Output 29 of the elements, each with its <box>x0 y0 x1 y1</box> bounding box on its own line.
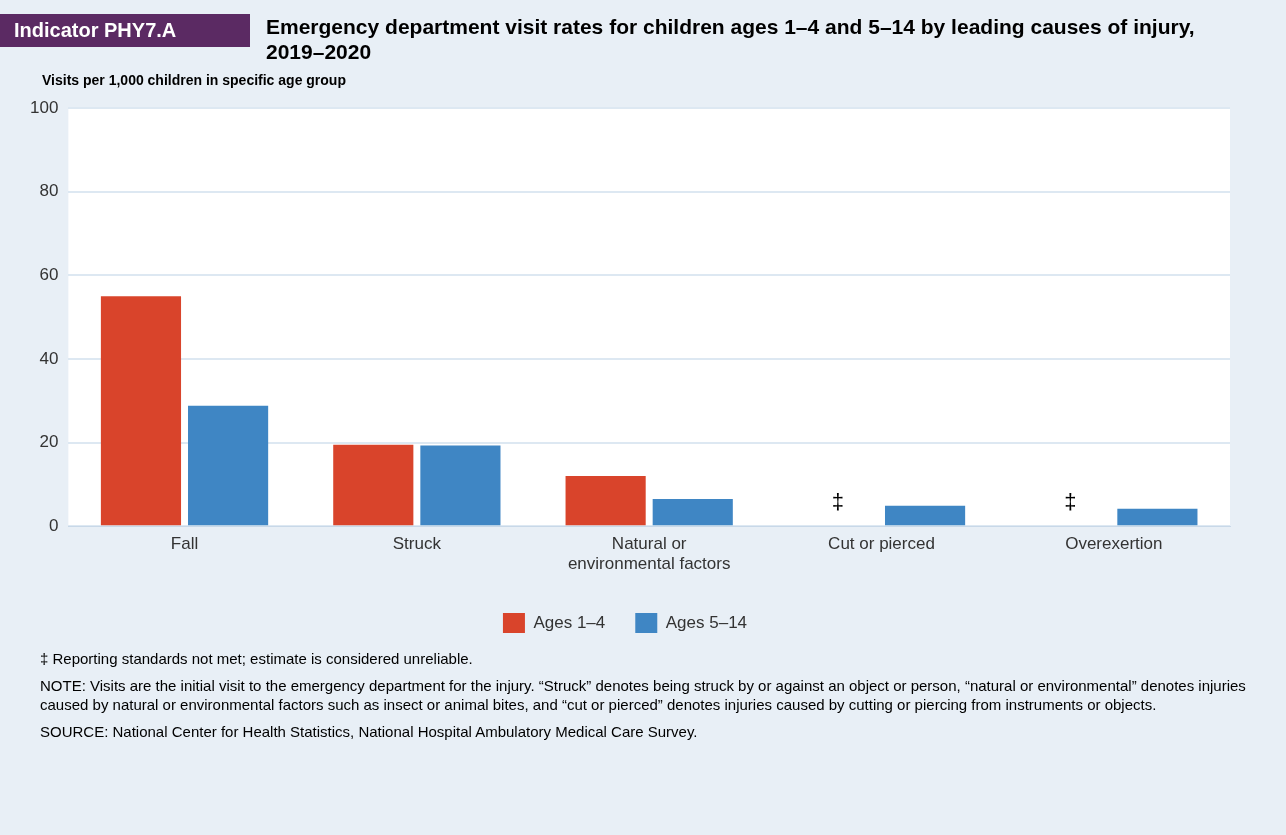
bar <box>420 445 501 526</box>
y-tick-label: 100 <box>29 97 59 117</box>
bar <box>652 499 733 526</box>
y-tick-label: 20 <box>39 432 59 452</box>
legend-label: Ages 1–4 <box>533 612 606 632</box>
bar <box>884 505 966 526</box>
bar <box>333 444 414 526</box>
text: NOTE: Visits are the initial visit to the emergency department for the injury. “Struck” denotes being struck by or against an object or person, “natural or environmental” denotes injuries caused by natural or environmental factors such as insect or animal bites, and “cut or pierced” denotes injuries caused by cutting or piercing from instruments or objects. <box>40 676 1247 714</box>
x-tick-label: Cut or pierced <box>828 534 935 554</box>
x-tick-label: Struck <box>392 534 442 554</box>
y-tick-label: 80 <box>39 181 59 201</box>
legend-label: Ages 5–14 <box>665 612 748 632</box>
text: ‡ Reporting standards not met; estimate is considered unreliable. <box>40 649 474 668</box>
y-axis-title: Visits per 1,000 children in specific age group <box>42 72 347 88</box>
bar <box>565 476 646 526</box>
x-tick-label: Natural or environmental factors <box>567 534 731 574</box>
text: ‡ <box>1064 489 1077 515</box>
y-tick-label: 40 <box>39 348 59 368</box>
text: ‡ <box>831 489 845 515</box>
x-tick-label: Overexertion <box>1065 534 1163 554</box>
chart-title: Emergency department visit rates for children ages 1–4 and 5–14 by leading causes of injury, 2019–2020 <box>266 14 1196 64</box>
chart-subtitle: Indicator PHY7.A <box>0 14 250 47</box>
y-tick-label: 60 <box>39 265 59 285</box>
source-note: SOURCE: National Center for Health Statistics, National Hospital Ambulatory Medical Care Survey. <box>40 722 699 741</box>
bar <box>100 296 182 526</box>
bar <box>1117 508 1198 526</box>
x-tick-label: Fall <box>170 534 199 554</box>
bar <box>188 405 269 526</box>
y-tick-label: 0 <box>48 515 59 535</box>
